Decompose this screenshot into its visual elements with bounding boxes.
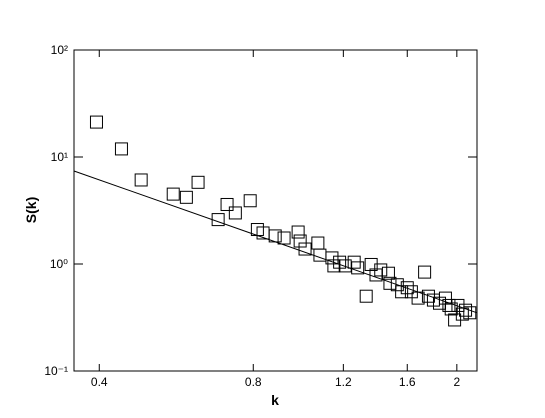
marker (134, 173, 148, 187)
marker (89, 115, 103, 129)
marker (179, 190, 193, 204)
x-tick-label: 0.8 (245, 375, 262, 389)
marker (351, 261, 365, 275)
y-tick-label: 10¹ (51, 150, 68, 164)
marker (390, 278, 404, 292)
x-tick-label: 1.2 (335, 375, 352, 389)
marker (243, 194, 257, 208)
y-tick-label: 10⁻¹ (44, 364, 68, 378)
marker (211, 213, 225, 227)
y-tick-label: 10² (51, 43, 68, 57)
marker (220, 197, 234, 211)
marker (400, 281, 414, 295)
marker (364, 257, 378, 271)
marker (291, 225, 305, 239)
marker (459, 303, 473, 317)
marker (381, 266, 395, 280)
marker (383, 276, 397, 290)
y-axis-title: S(k) (23, 197, 39, 223)
marker (359, 289, 373, 303)
x-axis-title: k (271, 392, 279, 408)
marker (451, 298, 465, 312)
marker (421, 289, 435, 303)
marker (293, 234, 307, 248)
marker (228, 206, 242, 220)
fit-line (73, 170, 478, 314)
marker (325, 251, 339, 265)
x-tick-label: 2 (453, 375, 460, 389)
x-tick-label: 1.6 (399, 375, 416, 389)
marker (418, 265, 432, 279)
x-tick-label: 0.4 (91, 375, 108, 389)
marker (374, 263, 388, 277)
marker (166, 187, 180, 201)
marker (298, 242, 312, 256)
marker (311, 236, 325, 250)
plot-frame (73, 49, 478, 372)
marker (444, 302, 458, 316)
marker (277, 231, 291, 245)
marker (114, 142, 128, 156)
marker (191, 175, 205, 189)
y-tick-label: 10⁰ (50, 257, 68, 271)
